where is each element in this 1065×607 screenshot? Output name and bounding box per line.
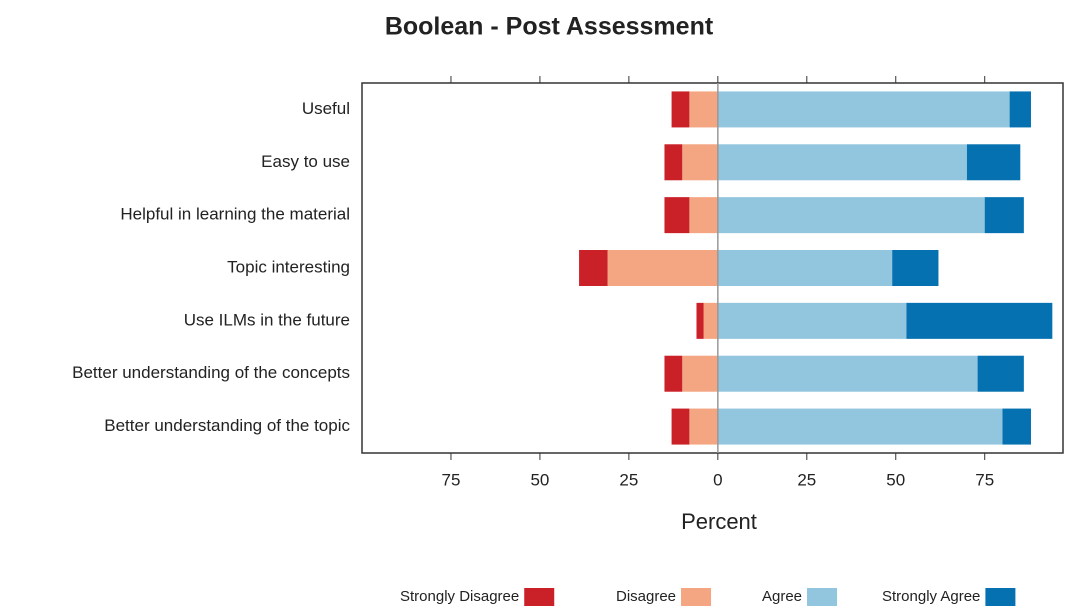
bar-segment (717, 302, 907, 339)
legend-swatch (985, 588, 1016, 606)
bar-segment (664, 355, 683, 392)
bar-segment (696, 302, 704, 339)
legend-swatch (807, 588, 838, 606)
bar-segment (906, 302, 1053, 339)
x-tick-label: 0 (713, 470, 722, 489)
bar-segment (682, 355, 718, 392)
bar-segment (689, 197, 718, 234)
x-tick-label: 75 (441, 470, 460, 489)
bar-segment (717, 197, 985, 234)
bar-segment (717, 144, 967, 181)
bar-segment (682, 144, 718, 181)
bar-segment (717, 355, 978, 392)
legend-label: Strongly Disagree (400, 588, 519, 605)
bar-segment (717, 91, 1010, 128)
bar-segment (607, 250, 718, 286)
bar-segment (892, 250, 939, 286)
x-tick-label: 75 (975, 470, 994, 489)
bar-segment (1009, 91, 1031, 128)
y-tick-label: Better understanding of the concepts (72, 363, 350, 382)
y-tick-label: Topic interesting (227, 257, 350, 276)
bar-segment (689, 408, 718, 445)
bar-segment (717, 408, 1003, 445)
y-tick-label: Helpful in learning the material (120, 205, 350, 224)
x-tick-label: 50 (886, 470, 905, 489)
x-tick-label: 25 (619, 470, 638, 489)
bar-segment (664, 144, 683, 181)
bar-segment (703, 302, 718, 339)
x-tick-label: 25 (797, 470, 816, 489)
y-tick-label: Useful (302, 99, 350, 118)
legend-swatch (524, 588, 555, 606)
legend-label: Agree (762, 588, 802, 605)
bar-segment (966, 144, 1021, 181)
chart-title: Boolean - Post Assessment (385, 13, 714, 41)
bar-segment (689, 91, 718, 128)
x-tick-label: 50 (530, 470, 549, 489)
bar-segment (671, 91, 690, 128)
bar-segment (579, 250, 608, 286)
y-tick-label: Use ILMs in the future (184, 310, 350, 329)
y-tick-label: Easy to use (261, 152, 350, 171)
bar-segment (1002, 408, 1031, 445)
y-tick-label: Better understanding of the topic (104, 416, 350, 435)
legend-label: Strongly Agree (882, 588, 980, 605)
bar-segment (977, 355, 1024, 392)
legend-swatch (681, 588, 712, 606)
bar-segment (664, 197, 690, 234)
bar-segment (671, 408, 690, 445)
x-axis-label: Percent (681, 509, 757, 534)
legend-label: Disagree (616, 588, 676, 605)
plot-frame (361, 82, 1064, 454)
bar-segment (717, 250, 893, 286)
bar-segment (984, 197, 1024, 234)
